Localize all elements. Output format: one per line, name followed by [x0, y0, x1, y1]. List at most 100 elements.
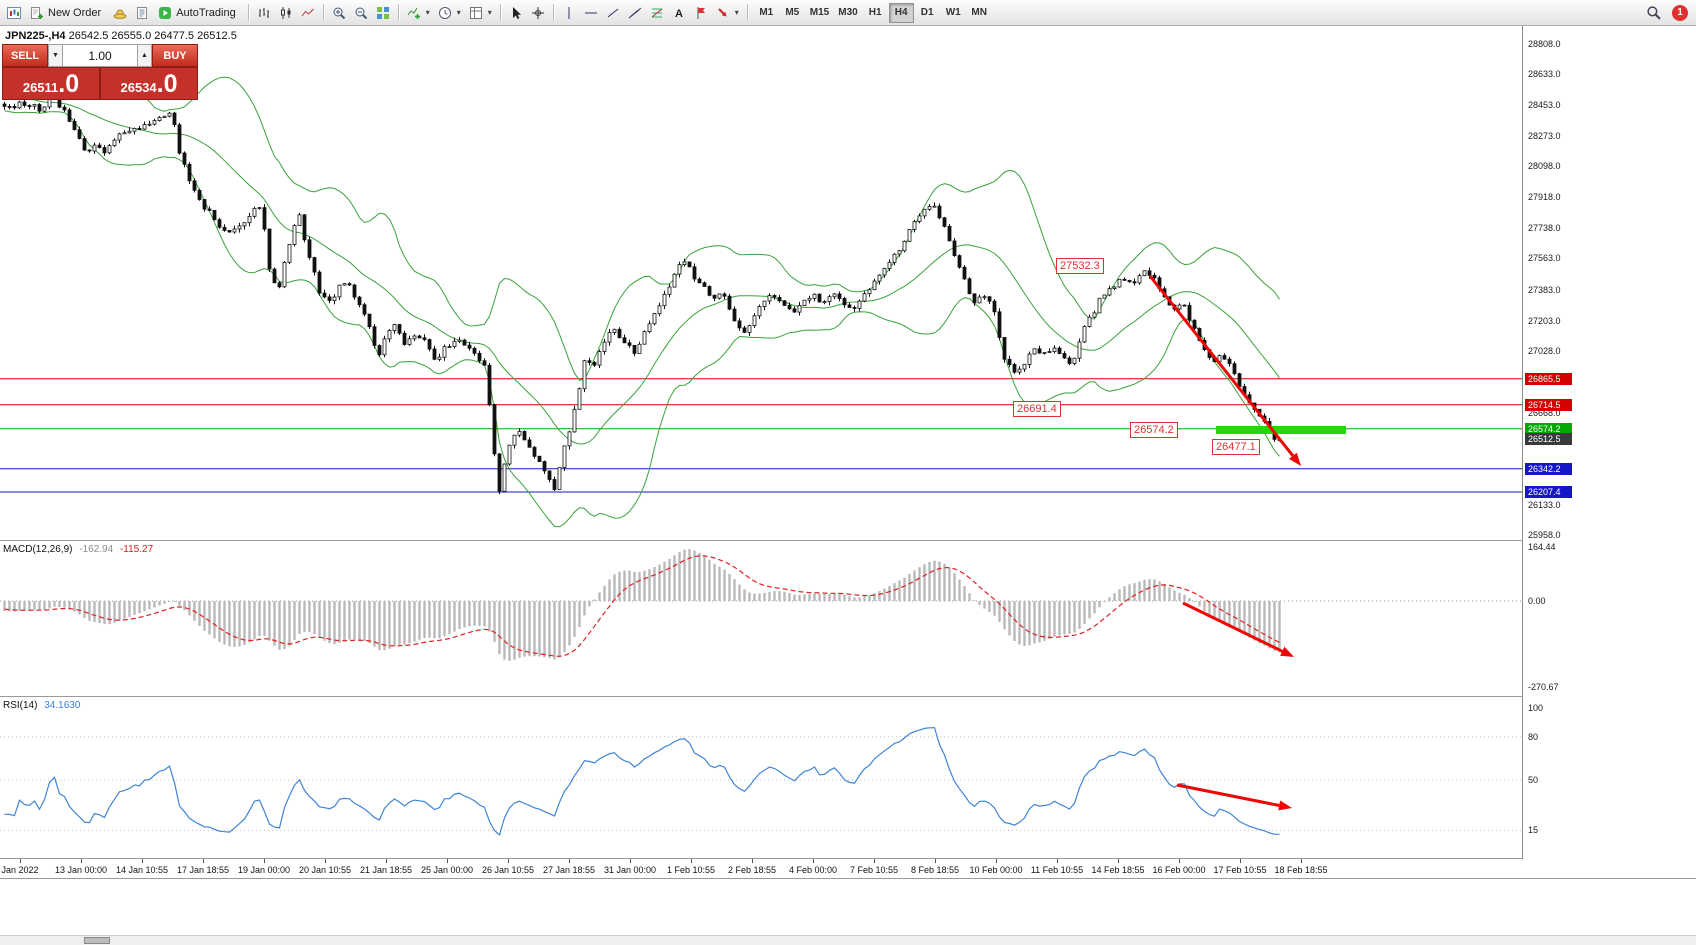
time-axis-tick — [935, 859, 936, 863]
price-axis-tick: 27738.0 — [1528, 223, 1561, 233]
macd-histogram — [3, 549, 1281, 661]
timeframe-h1-button[interactable]: H1 — [863, 3, 888, 23]
horizontal-line-tool-button[interactable] — [580, 2, 602, 24]
time-axis[interactable]: Jan 2022 13 Jan 00:00 14 Jan 10:55 17 Jan 1… — [0, 859, 1696, 878]
timeframe-m1-button[interactable]: M1 — [754, 3, 779, 23]
sell-button[interactable]: SELL — [2, 44, 48, 67]
cursor-tool-button[interactable] — [505, 2, 527, 24]
arrows-tool-button[interactable]: ▾ — [712, 2, 743, 24]
main-price-chart[interactable] — [0, 26, 1522, 540]
notification-badge[interactable]: 1 — [1672, 4, 1688, 21]
macd-indicator-panel[interactable] — [0, 541, 1522, 696]
time-axis-tick — [508, 859, 509, 863]
label-tool-button[interactable] — [690, 2, 712, 24]
toolbar-separator — [397, 4, 399, 21]
scrollbar-thumb[interactable] — [84, 937, 110, 944]
trendline-tool-button[interactable] — [602, 2, 624, 24]
buy-price-box[interactable]: 26534.0 — [100, 67, 198, 100]
volume-increase-button[interactable]: ▲ — [137, 44, 152, 67]
time-axis-label: 19 Jan 00:00 — [237, 865, 291, 875]
crosshair-tool-button[interactable] — [527, 2, 549, 24]
toolbar-right-group: 1 — [1642, 2, 1693, 24]
price-level-label[interactable]: 26207.4 — [1525, 486, 1572, 498]
text-tool-button[interactable]: A — [668, 2, 690, 24]
arrow-object-icon — [718, 7, 727, 16]
price-axis[interactable]: 28808.0 28633.0 28453.0 28273.0 28098.0 27918… — [1523, 26, 1696, 878]
candlestick-chart-type-button[interactable] — [275, 2, 297, 24]
new-order-button[interactable]: New Order — [25, 2, 109, 24]
price-level-label[interactable]: 26342.2 — [1525, 463, 1572, 475]
timeframe-w1-button[interactable]: W1 — [941, 3, 966, 23]
panel-separator[interactable] — [0, 696, 1696, 697]
rsi-indicator-panel[interactable] — [0, 697, 1522, 858]
price-axis-tick: 25958.0 — [1528, 530, 1561, 540]
expert-advisors-button[interactable] — [109, 2, 131, 24]
templates-dropdown-button[interactable]: ▾ — [465, 2, 496, 24]
one-click-order-row: SELL ▼ ▲ BUY — [2, 44, 198, 67]
price-level-label[interactable]: 26865.5 — [1525, 373, 1572, 385]
price-annotation[interactable]: 26691.4 — [1013, 401, 1061, 417]
macd-main-value: -162.94 — [79, 544, 114, 555]
horizontal-line-icon — [584, 12, 597, 13]
bar-chart-type-button[interactable] — [253, 2, 275, 24]
tile-windows-button[interactable] — [372, 2, 394, 24]
rsi-axis-tick: 15 — [1528, 825, 1539, 835]
timeframe-mn-button[interactable]: MN — [967, 3, 992, 23]
time-axis-label: 20 Jan 10:55 — [298, 865, 352, 875]
zoom-out-button[interactable] — [350, 2, 372, 24]
time-axis-label: 16 Feb 00:00 — [1152, 865, 1206, 875]
price-level-label[interactable]: 26574.2 — [1525, 423, 1572, 435]
support-zone-highlight[interactable] — [1216, 426, 1346, 434]
timeframe-m30-button[interactable]: M30 — [834, 3, 861, 23]
zoom-in-button[interactable] — [328, 2, 350, 24]
price-level-label[interactable]: 26714.5 — [1525, 399, 1572, 411]
time-axis-label: 1 Feb 10:55 — [666, 865, 716, 875]
volume-decrease-button[interactable]: ▼ — [48, 44, 63, 67]
price-axis-tick: 28453.0 — [1528, 100, 1561, 110]
periods-dropdown-button[interactable]: ▾ — [434, 2, 465, 24]
rsi-line — [4, 727, 1280, 836]
clock-icon — [438, 6, 451, 19]
rsi-indicator-label: RSI(14) 34.1630 — [3, 700, 80, 711]
time-axis-label: 25 Jan 00:00 — [420, 865, 474, 875]
autotrading-button[interactable]: AutoTrading — [153, 2, 244, 24]
toolbar-separator — [499, 4, 501, 21]
price-annotation[interactable]: 27532.3 — [1056, 258, 1104, 274]
price-annotation[interactable]: 26574.2 — [1130, 422, 1178, 438]
volume-input[interactable] — [63, 44, 137, 67]
macd-axis-tick: 0.00 — [1528, 596, 1546, 606]
panel-separator[interactable] — [0, 858, 1696, 859]
timeframe-m5-button[interactable]: M5 — [780, 3, 805, 23]
price-axis-tick: 27383.0 — [1528, 285, 1561, 295]
time-axis-tick — [386, 859, 387, 863]
channel-tool-button[interactable] — [624, 2, 646, 24]
search-button[interactable] — [1642, 2, 1665, 24]
price-axis-border — [1522, 26, 1523, 878]
time-axis-label: 2 Feb 18:55 — [727, 865, 777, 875]
time-axis-label: 4 Feb 00:00 — [788, 865, 838, 875]
panel-separator[interactable] — [0, 540, 1696, 541]
price-axis-tick: 28808.0 — [1528, 39, 1561, 49]
price-axis-tick: 27563.0 — [1528, 253, 1561, 263]
timeframe-d1-button[interactable]: D1 — [915, 3, 940, 23]
rsi-value: 34.1630 — [44, 700, 81, 711]
timeframe-m15-button[interactable]: M15 — [806, 3, 833, 23]
indicators-dropdown-button[interactable]: ▾ — [403, 2, 434, 24]
trend-arrow-main[interactable] — [1148, 275, 1301, 466]
vertical-line-tool-button[interactable] — [558, 2, 580, 24]
line-chart-type-button[interactable] — [297, 2, 319, 24]
timeframe-h4-button[interactable]: H4 — [888, 2, 914, 23]
trend-arrow-macd[interactable] — [1182, 601, 1294, 657]
horizontal-scrollbar[interactable] — [0, 935, 1696, 945]
one-click-price-row: 26511.0 26534.0 — [2, 67, 198, 100]
trend-arrow-rsi[interactable] — [1176, 783, 1292, 811]
crosshair-icon — [531, 6, 544, 19]
scripts-button[interactable] — [131, 2, 153, 24]
horizontal-level-lines[interactable] — [0, 378, 1522, 493]
buy-button[interactable]: BUY — [152, 44, 198, 67]
time-axis-label: 13 Jan 00:00 — [54, 865, 108, 875]
fibonacci-tool-button[interactable] — [646, 2, 668, 24]
sell-price-box[interactable]: 26511.0 — [2, 67, 100, 100]
price-annotation[interactable]: 26477.1 — [1212, 439, 1260, 455]
chart-window-button[interactable] — [3, 2, 25, 24]
